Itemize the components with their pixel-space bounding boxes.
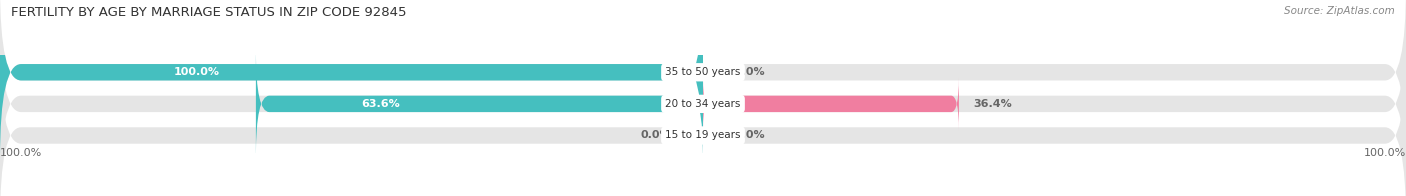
FancyBboxPatch shape	[256, 52, 703, 156]
Text: 0.0%: 0.0%	[734, 131, 765, 141]
FancyBboxPatch shape	[0, 49, 1406, 196]
FancyBboxPatch shape	[0, 17, 1406, 191]
FancyBboxPatch shape	[0, 0, 703, 159]
FancyBboxPatch shape	[703, 78, 959, 130]
FancyBboxPatch shape	[0, 0, 1406, 159]
Text: 35 to 50 years: 35 to 50 years	[665, 67, 741, 77]
Text: 100.0%: 100.0%	[0, 148, 42, 158]
Text: 15 to 19 years: 15 to 19 years	[665, 131, 741, 141]
Text: 63.6%: 63.6%	[361, 99, 401, 109]
FancyBboxPatch shape	[682, 127, 703, 144]
Text: Source: ZipAtlas.com: Source: ZipAtlas.com	[1284, 6, 1395, 16]
Text: 0.0%: 0.0%	[734, 67, 765, 77]
FancyBboxPatch shape	[703, 64, 724, 81]
Text: 20 to 34 years: 20 to 34 years	[665, 99, 741, 109]
Text: FERTILITY BY AGE BY MARRIAGE STATUS IN ZIP CODE 92845: FERTILITY BY AGE BY MARRIAGE STATUS IN Z…	[11, 6, 406, 19]
FancyBboxPatch shape	[703, 127, 724, 144]
Text: 36.4%: 36.4%	[973, 99, 1012, 109]
Text: 100.0%: 100.0%	[174, 67, 219, 77]
Text: 0.0%: 0.0%	[641, 131, 672, 141]
Text: 100.0%: 100.0%	[1364, 148, 1406, 158]
